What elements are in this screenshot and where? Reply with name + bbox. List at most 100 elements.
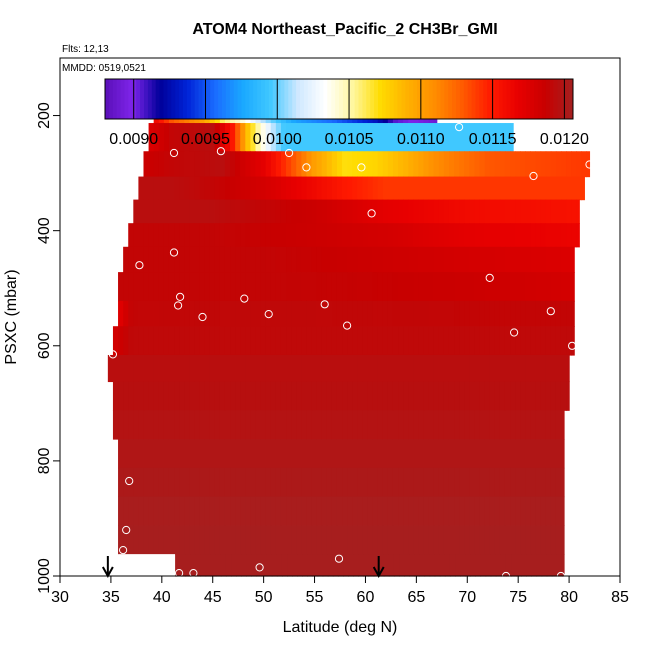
heatmap-cell (392, 151, 399, 178)
heatmap-cell (133, 223, 139, 248)
colorbar-swatch (569, 79, 574, 119)
heatmap-cell (464, 272, 470, 302)
colorbar-swatch (202, 79, 207, 119)
heatmap-cell (464, 223, 470, 248)
no-data-patch (118, 554, 176, 576)
heatmap-cell (367, 123, 374, 152)
heatmap-cell (143, 525, 150, 555)
heatmap-cell (240, 525, 246, 555)
heatmap-cell (326, 354, 333, 383)
heatmap-cell (392, 246, 399, 273)
heatmap-cell (464, 381, 470, 411)
heatmap-cell (179, 223, 185, 248)
heatmap-cell (153, 525, 160, 555)
heatmap-cell (428, 246, 435, 273)
heatmap-cell (219, 439, 226, 469)
heatmap-cell (347, 354, 353, 383)
heatmap-cell (199, 354, 206, 383)
heatmap-cell (499, 496, 506, 526)
colorbar-swatch (452, 79, 457, 119)
heatmap-cell (275, 525, 282, 555)
colorbar-swatch (296, 79, 301, 119)
heatmap-cell (306, 300, 313, 327)
heatmap-cell (444, 554, 451, 577)
heatmap-cell (520, 354, 526, 383)
heatmap-cell (413, 272, 419, 302)
heatmap-cell (209, 300, 216, 327)
heatmap-cell (387, 381, 394, 411)
heatmap-cell (291, 151, 297, 178)
heatmap-cell (392, 381, 399, 411)
heatmap-cell (260, 246, 267, 273)
heatmap-cell (168, 246, 175, 273)
heatmap-cell (352, 223, 358, 248)
heatmap-cell (459, 496, 465, 526)
colorbar-swatch (206, 79, 211, 119)
heatmap-cell (438, 272, 445, 302)
heatmap-cell (342, 151, 348, 178)
heatmap-cell (184, 272, 190, 302)
heatmap-cell (581, 176, 585, 201)
heatmap-cell (250, 381, 257, 411)
heatmap-cell (168, 123, 175, 152)
sample-point (343, 321, 352, 330)
heatmap-cell (475, 554, 482, 577)
heatmap-cell (133, 272, 139, 302)
heatmap-cell (408, 272, 414, 302)
colorbar-swatch (183, 79, 188, 119)
heatmap-cell (418, 381, 425, 411)
heatmap-cell (214, 151, 221, 178)
colorbar-swatch (475, 79, 480, 119)
heatmap-cell (362, 123, 369, 152)
heatmap-cell (143, 272, 150, 302)
heatmap-cell (219, 410, 226, 440)
heatmap-cell (499, 410, 506, 440)
heatmap-cell (138, 199, 145, 224)
colorbar-swatch (171, 79, 176, 119)
heatmap-cell (484, 381, 491, 411)
heatmap-cell (291, 326, 297, 356)
heatmap-cell (291, 410, 297, 440)
heatmap-cell (194, 176, 201, 201)
heatmap-cell (240, 410, 246, 440)
heatmap-cell (474, 381, 481, 411)
heatmap-cell (336, 410, 343, 440)
heatmap-cell (301, 467, 307, 498)
date-label: MMDD: 0519,0521 (62, 63, 146, 74)
heatmap-cell (469, 326, 475, 356)
heatmap-cell (184, 300, 190, 327)
heatmap-cell (392, 467, 399, 498)
heatmap-cell (163, 123, 170, 152)
heatmap-cell (387, 223, 394, 248)
heatmap-cell (398, 176, 404, 201)
heatmap-cell (510, 467, 516, 498)
heatmap-cell (331, 223, 338, 248)
heatmap-cell (331, 354, 338, 383)
heatmap-cell (520, 199, 526, 224)
heatmap-cell (460, 554, 466, 577)
x-tick-label: 45 (204, 589, 222, 606)
heatmap-cell (255, 300, 262, 327)
heatmap-cell (270, 410, 277, 440)
heatmap-cell (367, 525, 374, 555)
heatmap-cell (168, 199, 175, 224)
heatmap-cell (194, 354, 201, 383)
heatmap-cell (555, 300, 562, 327)
heatmap-cell (382, 326, 389, 356)
heatmap-cell (209, 223, 216, 248)
heatmap-cell (180, 554, 186, 577)
heatmap-cell (494, 354, 501, 383)
heatmap-cell (545, 496, 552, 526)
heatmap-cell (535, 223, 542, 248)
heatmap-cell (230, 151, 236, 178)
colorbar-swatch (370, 79, 375, 119)
heatmap-cell (280, 381, 287, 411)
colorbar-swatch (491, 79, 496, 119)
heatmap-cell (311, 467, 318, 498)
heatmap-cell (358, 554, 365, 577)
heatmap-cell (209, 199, 216, 224)
heatmap-cell (464, 467, 470, 498)
heatmap-cell (459, 199, 465, 224)
heatmap-cell (133, 496, 139, 526)
